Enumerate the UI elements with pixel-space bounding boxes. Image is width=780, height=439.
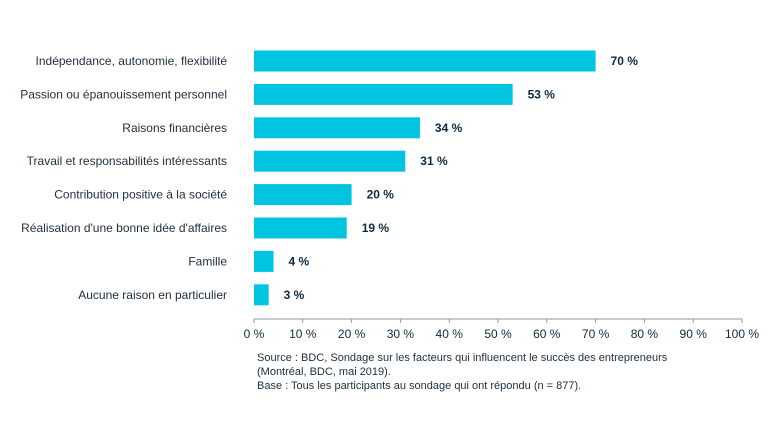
x-tick-label: 10 % (289, 327, 317, 341)
source-line-1: Source : BDC, Sondage sur les facteurs q… (257, 352, 668, 364)
bar (254, 217, 347, 239)
x-tick-label: 90 % (680, 327, 708, 341)
bar (254, 250, 274, 272)
x-tick-label: 80 % (631, 327, 659, 341)
x-tick-label: 50 % (484, 327, 512, 341)
bar (254, 117, 420, 139)
bar (254, 50, 596, 72)
data-label: 31 % (420, 154, 448, 168)
x-tick-label: 40 % (436, 327, 464, 341)
x-tick-label: 60 % (533, 327, 561, 341)
data-label: 20 % (367, 188, 395, 202)
category-label: Contribution positive à la société (54, 188, 227, 202)
source-line-2: (Montréal, BDC, mai 2019). (257, 366, 391, 378)
data-label: 4 % (289, 254, 310, 268)
x-tick-label: 0 % (244, 327, 265, 341)
bar (254, 284, 269, 306)
bar (254, 184, 352, 206)
x-tick-label: 30 % (387, 327, 415, 341)
bar (254, 83, 513, 105)
category-label: Réalisation d'une bonne idée d'affaires (21, 221, 227, 235)
x-tick-label: 20 % (338, 327, 366, 341)
x-tick-label: 70 % (582, 327, 610, 341)
category-label: Raisons financières (122, 121, 227, 135)
x-tick-label: 100 % (725, 327, 759, 341)
data-label: 53 % (528, 87, 556, 101)
category-label: Travail et responsabilités intéressants (27, 154, 227, 168)
data-label: 3 % (284, 288, 305, 302)
chart-source-note: Source : BDC, Sondage sur les facteurs q… (257, 351, 757, 393)
category-label: Passion ou épanouissement personnel (20, 87, 227, 101)
data-label: 19 % (362, 221, 390, 235)
category-label: Indépendance, autonomie, flexibilité (36, 54, 228, 68)
base-line: Base : Tous les participants au sondage … (257, 380, 582, 392)
bar (254, 150, 406, 172)
category-label: Aucune raison en particulier (78, 288, 227, 302)
data-label: 34 % (435, 121, 463, 135)
category-label: Famille (188, 254, 227, 268)
data-label: 70 % (611, 54, 639, 68)
